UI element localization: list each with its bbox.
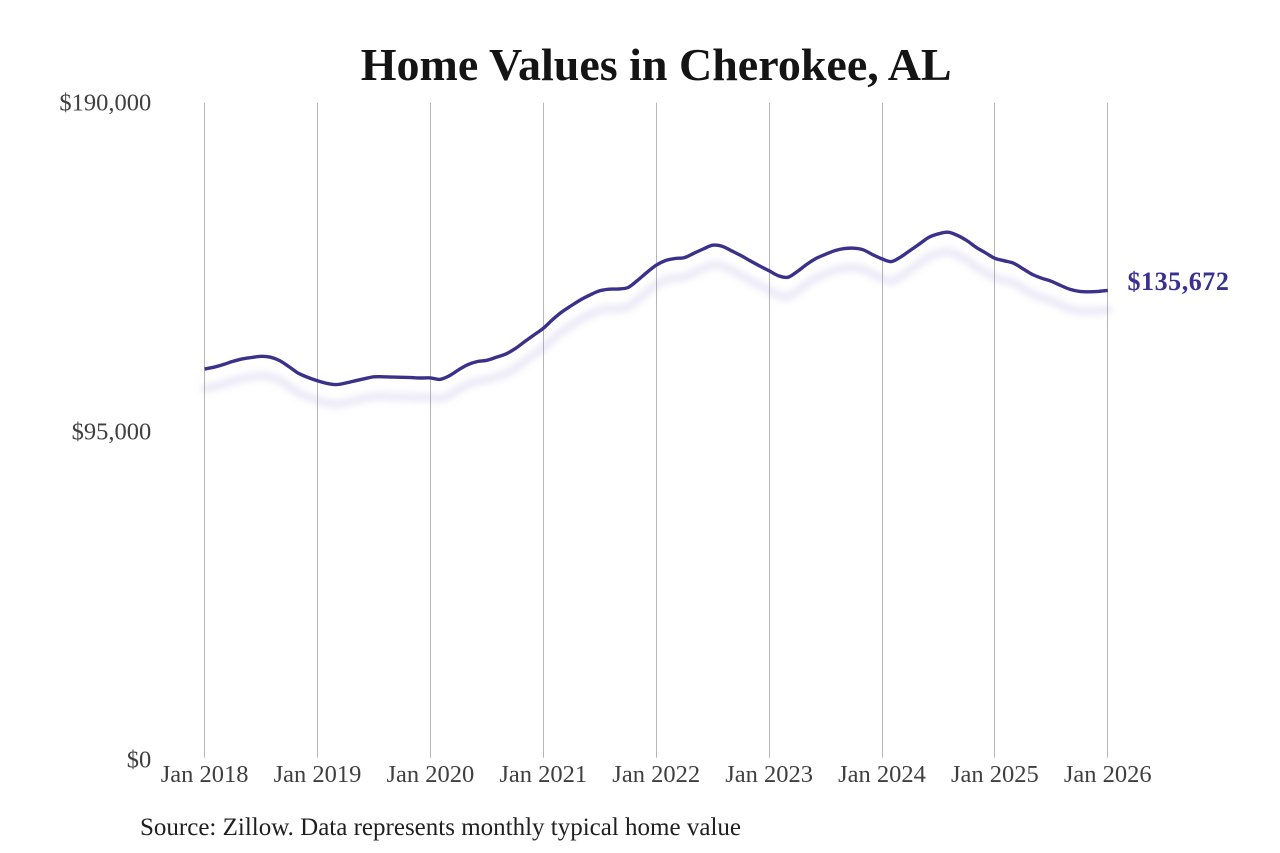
svg-text:Home Values in Cherokee, AL: Home Values in Cherokee, AL — [361, 39, 952, 90]
svg-text:Jan 2026: Jan 2026 — [1064, 761, 1152, 788]
svg-text:Jan 2025: Jan 2025 — [951, 761, 1039, 788]
svg-text:Source: Zillow. Data represent: Source: Zillow. Data represents monthly … — [140, 814, 741, 841]
svg-text:$135,672: $135,672 — [1128, 267, 1230, 296]
svg-text:Jan 2020: Jan 2020 — [387, 761, 475, 788]
svg-text:$190,000: $190,000 — [59, 90, 151, 117]
svg-text:$95,000: $95,000 — [72, 418, 152, 445]
svg-text:Jan 2021: Jan 2021 — [499, 761, 587, 788]
svg-text:Jan 2019: Jan 2019 — [274, 761, 362, 788]
svg-text:Jan 2018: Jan 2018 — [161, 761, 249, 788]
svg-text:$0: $0 — [127, 747, 152, 774]
svg-text:Jan 2024: Jan 2024 — [838, 761, 926, 788]
svg-text:Jan 2022: Jan 2022 — [612, 761, 700, 788]
svg-text:Jan 2023: Jan 2023 — [725, 761, 813, 788]
